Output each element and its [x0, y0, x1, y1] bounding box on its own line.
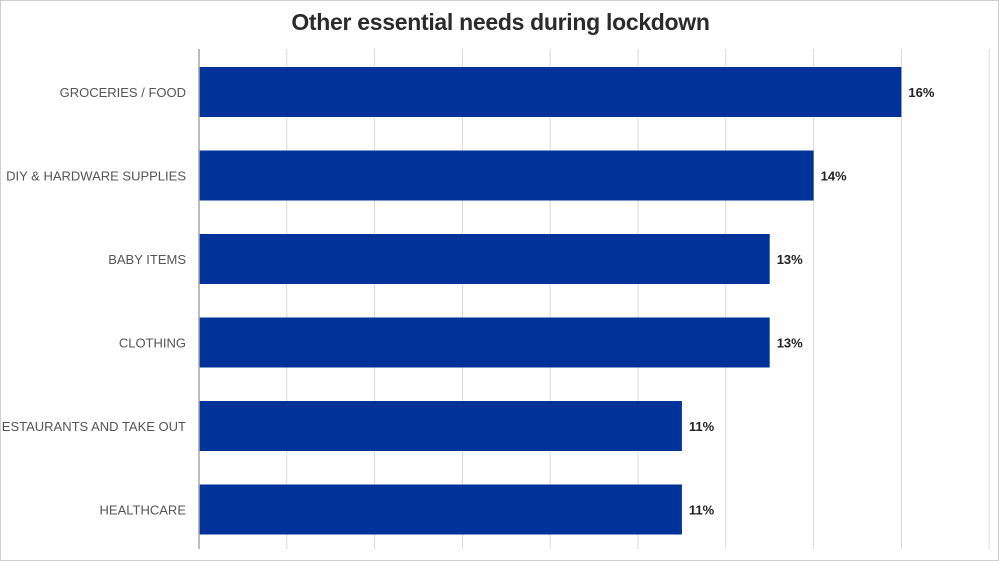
- data-label: 13%: [777, 252, 803, 267]
- category-label: DIY & HARDWARE SUPPLIES: [6, 169, 186, 184]
- bar: [199, 67, 902, 117]
- category-label: BABY ITEMS: [108, 252, 186, 267]
- bar: [199, 150, 814, 201]
- bar: [199, 234, 770, 284]
- category-label: HEALTHCARE: [100, 503, 187, 518]
- category-label: CLOTHING: [119, 336, 186, 351]
- data-label: 16%: [908, 85, 934, 100]
- data-label: 11%: [689, 503, 715, 518]
- bar: [199, 401, 682, 451]
- category-label: RESTAURANTS AND TAKE OUT: [1, 419, 186, 434]
- bar: [199, 484, 682, 535]
- chart-title: Other essential needs during lockdown: [291, 9, 710, 35]
- category-label: GROCERIES / FOOD: [60, 85, 186, 100]
- data-label: 14%: [821, 169, 847, 184]
- bar: [199, 317, 770, 368]
- data-label: 13%: [777, 336, 803, 351]
- data-label: 11%: [689, 419, 715, 434]
